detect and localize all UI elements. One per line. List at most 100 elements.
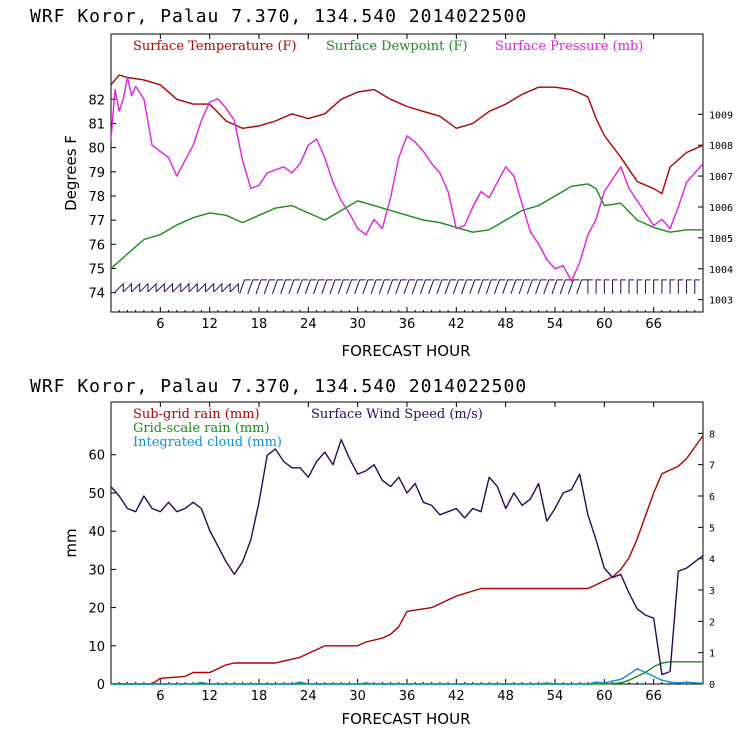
- y2-tick-label: 1005: [709, 234, 733, 245]
- chart1-ylabel: Degrees F: [62, 135, 80, 211]
- wind-barb: [255, 279, 267, 294]
- wind-barb: [595, 279, 602, 294]
- chart1-title: WRF Koror, Palau 7.370, 134.540 20140225…: [30, 6, 527, 27]
- wind-barb: [461, 279, 473, 294]
- wind-barb: [378, 279, 391, 294]
- wind-barb: [543, 279, 555, 294]
- y-tick-label: 0: [97, 678, 105, 693]
- y-tick-label: 78: [88, 190, 105, 205]
- wind-barb: [123, 282, 132, 293]
- x-tick-label: 24: [300, 689, 317, 704]
- wind-barb: [653, 279, 659, 294]
- wind-barb: [694, 279, 700, 294]
- wind-barb: [139, 282, 149, 293]
- chart2-legend-gridscale: Grid-scale rain (mm): [133, 421, 270, 436]
- wind-barb: [247, 279, 259, 294]
- y2-tick-label: 8: [709, 429, 715, 440]
- wind-barb: [620, 279, 626, 294]
- chart2-ylabel: mm: [62, 528, 80, 557]
- wind-barb: [661, 279, 667, 294]
- wind-barb: [180, 282, 190, 293]
- wind-barb: [197, 282, 206, 293]
- wind-barb: [403, 279, 415, 294]
- wind-barb: [603, 279, 610, 294]
- wind-barb: [567, 279, 580, 294]
- wind-barb: [172, 282, 182, 293]
- chart2-legend-subgrid: Sub-grid rain (mm): [133, 407, 260, 422]
- y-tick-label: 10: [88, 640, 105, 655]
- y2-tick-label: 0: [709, 680, 715, 691]
- x-tick-label: 36: [399, 317, 416, 332]
- series-line-surface-pressure-mb: [110, 76, 704, 282]
- chart1-legend-temperature: Surface Temperature (F): [133, 39, 297, 54]
- x-tick-label: 48: [497, 689, 514, 704]
- x-tick-label: 42: [448, 317, 465, 332]
- chart2-legend-wind: Surface Wind Speed (m/s): [311, 407, 483, 422]
- wind-barb: [337, 279, 350, 294]
- chart2-legend-cloud: Integrated cloud (mm): [133, 435, 282, 450]
- wind-barb: [669, 279, 676, 294]
- y2-tick-label: 2: [709, 617, 715, 628]
- wind-barb: [636, 279, 643, 294]
- series-line-surface-wind-speed-m-s: [110, 438, 704, 676]
- y-tick-label: 20: [88, 602, 105, 617]
- wind-barb: [686, 279, 692, 294]
- y2-tick-label: 1009: [709, 110, 733, 121]
- series-line-surface-temperature-f: [110, 74, 704, 195]
- wind-barb: [221, 282, 231, 293]
- x-tick-label: 12: [201, 317, 218, 332]
- x-tick-label: 42: [448, 689, 465, 704]
- wind-barb: [271, 279, 284, 294]
- wind-barb: [444, 279, 457, 294]
- y-tick-label: 76: [88, 238, 105, 253]
- wind-barb: [114, 282, 124, 293]
- wind-barb: [229, 282, 239, 293]
- wind-barb: [452, 279, 465, 294]
- y-tick-label: 30: [88, 563, 105, 578]
- wind-barb: [502, 279, 514, 294]
- x-tick-label: 66: [645, 317, 662, 332]
- wind-barb: [280, 279, 292, 294]
- wind-barb: [213, 282, 223, 293]
- wind-barb: [239, 279, 251, 294]
- y2-tick-label: 1007: [709, 172, 733, 183]
- y2-tick-label: 1004: [709, 265, 733, 276]
- y2-tick-label: 1008: [709, 141, 733, 152]
- x-tick-label: 30: [349, 689, 366, 704]
- chart1-legend-pressure: Surface Pressure (mb): [495, 39, 643, 54]
- y2-tick-label: 1006: [709, 203, 733, 214]
- wind-barb: [147, 282, 157, 293]
- x-tick-label: 54: [547, 317, 564, 332]
- x-tick-label: 60: [596, 689, 613, 704]
- x-tick-label: 24: [300, 317, 317, 332]
- x-tick-label: 66: [645, 689, 662, 704]
- wind-barb: [612, 279, 618, 294]
- y-tick-label: 81: [88, 117, 105, 132]
- chart2-xlabel: FORECAST HOUR: [341, 710, 470, 728]
- wind-barb: [436, 279, 448, 294]
- series-line-sub-grid-rain-mm: [111, 435, 704, 685]
- wind-barb: [345, 279, 358, 294]
- wind-barb: [288, 279, 300, 294]
- y2-tick-label: 1: [709, 649, 715, 660]
- wind-barb: [485, 279, 498, 294]
- wind-barb: [551, 279, 563, 294]
- y2-tick-label: 3: [709, 586, 715, 597]
- x-tick-label: 48: [497, 317, 514, 332]
- series-line-integrated-cloud-mm: [111, 668, 704, 685]
- wind-barb: [493, 279, 506, 294]
- chart1-legend-dewpoint: Surface Dewpoint (F): [326, 39, 468, 54]
- y2-tick-label: 1003: [709, 296, 733, 307]
- wind-barb: [370, 279, 383, 294]
- y-tick-label: 60: [88, 449, 105, 464]
- wind-barb: [164, 282, 174, 293]
- chart1-xlabel: FORECAST HOUR: [341, 342, 470, 360]
- wind-barb: [155, 282, 165, 293]
- y2-tick-label: 5: [709, 523, 715, 534]
- wind-barb: [510, 279, 522, 294]
- wind-barb: [518, 279, 531, 294]
- wind-barb: [188, 282, 198, 293]
- wind-barb: [395, 279, 407, 294]
- wind-barb: [131, 282, 141, 293]
